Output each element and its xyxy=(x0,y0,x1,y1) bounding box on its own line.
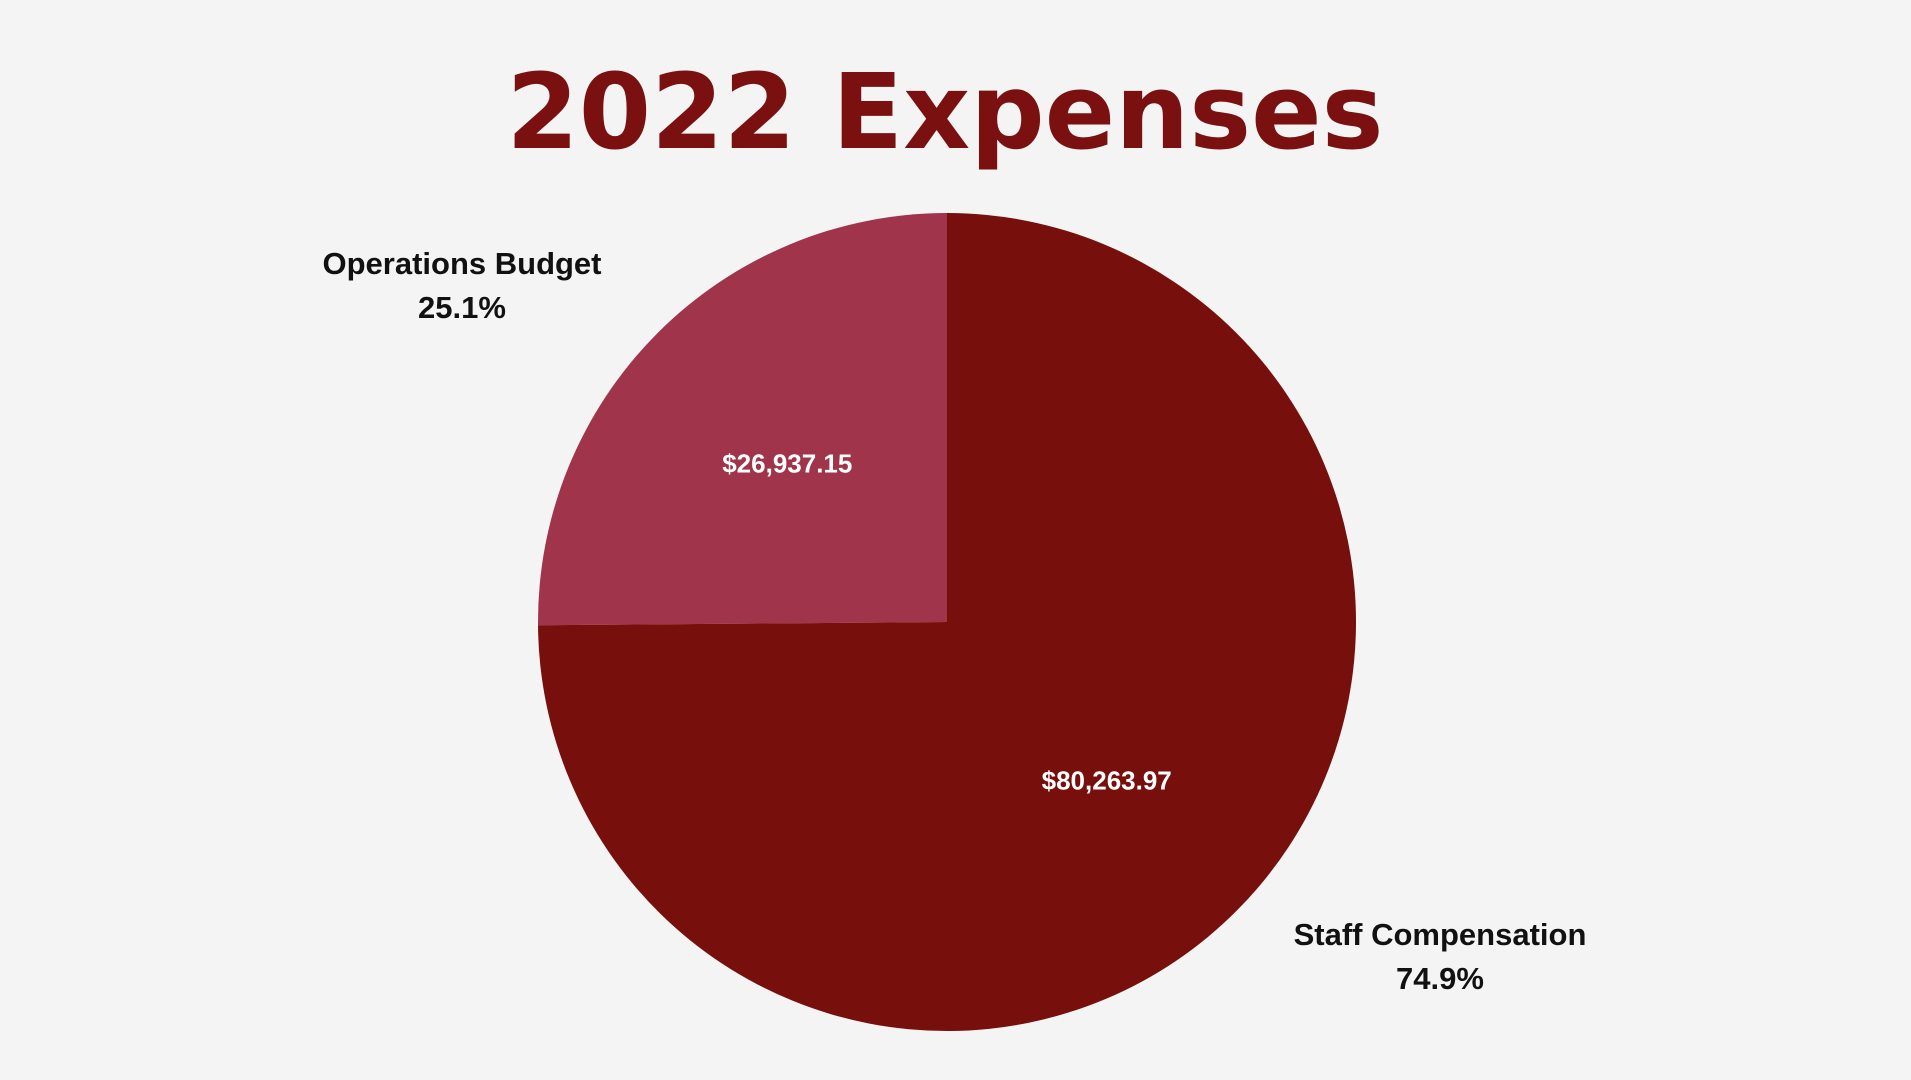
slice-value-operations-budget: $26,937.15 xyxy=(722,449,852,479)
outer-label-staff-compensation: Staff Compensation 74.9% xyxy=(1230,913,1650,1001)
slice-name-staff-compensation: Staff Compensation xyxy=(1293,917,1587,952)
slice-name-operations-budget: Operations Budget xyxy=(322,246,602,281)
outer-label-operations-budget: Operations Budget 25.1% xyxy=(252,242,672,330)
pie-slice-staff-compensation xyxy=(538,213,1357,1031)
pie-slices xyxy=(538,213,1357,1031)
slice-percent-staff-compensation: 74.9% xyxy=(1396,961,1484,996)
pie-value-labels: $26,937.15 $80,263.97 xyxy=(722,449,1172,796)
slice-percent-operations-budget: 25.1% xyxy=(418,290,506,325)
pie-slice-operations-budget xyxy=(538,213,947,626)
slice-value-staff-compensation: $80,263.97 xyxy=(1042,765,1172,795)
chart-title: 2022 Expenses xyxy=(506,51,1384,173)
